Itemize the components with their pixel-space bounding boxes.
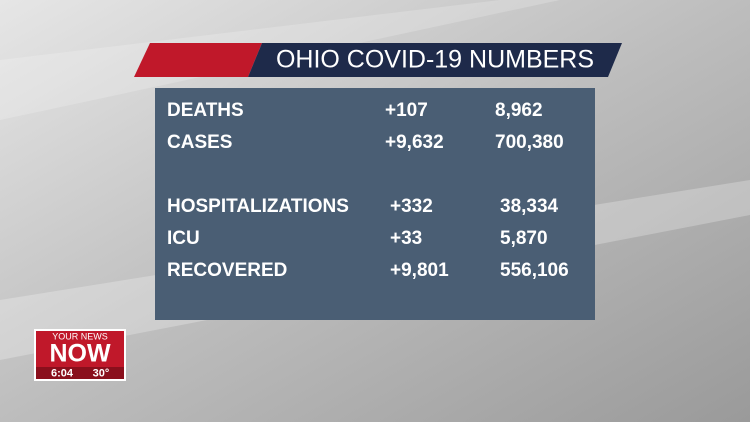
logo-strip <box>36 367 124 379</box>
logo-tagline: YOUR NEWS <box>52 331 108 341</box>
banner <box>248 43 622 77</box>
row-change: +107 <box>385 100 428 121</box>
logo-time: 6:04 <box>51 367 74 379</box>
row-change: +9,801 <box>390 260 449 281</box>
logo: YOUR NEWS NOW 6:04 30° <box>34 329 126 381</box>
table: DEATHS +107 8,962 CASES +9,632 700,380 HOSPITA… <box>167 100 569 281</box>
row-total: 700,380 <box>495 132 564 153</box>
row-total: 8,962 <box>495 100 543 121</box>
row-total: 5,870 <box>500 228 548 249</box>
banner-accent <box>134 43 262 77</box>
title: OHIO COVID-19 NUMBERS <box>276 46 594 74</box>
logo-temperature: 30° <box>93 367 110 379</box>
row-total: 556,106 <box>500 260 569 281</box>
panel <box>155 88 595 320</box>
row-label: CASES <box>167 132 232 153</box>
row-total: 38,334 <box>500 196 559 217</box>
row-label: HOSPITALIZATIONS <box>167 196 349 217</box>
row-label: ICU <box>167 228 200 249</box>
row-label: DEATHS <box>167 100 244 121</box>
row-change: +9,632 <box>385 132 444 153</box>
row-change: +332 <box>390 196 433 217</box>
row-change: +33 <box>390 228 422 249</box>
row-label: RECOVERED <box>167 260 287 281</box>
logo-name: NOW <box>49 340 111 368</box>
